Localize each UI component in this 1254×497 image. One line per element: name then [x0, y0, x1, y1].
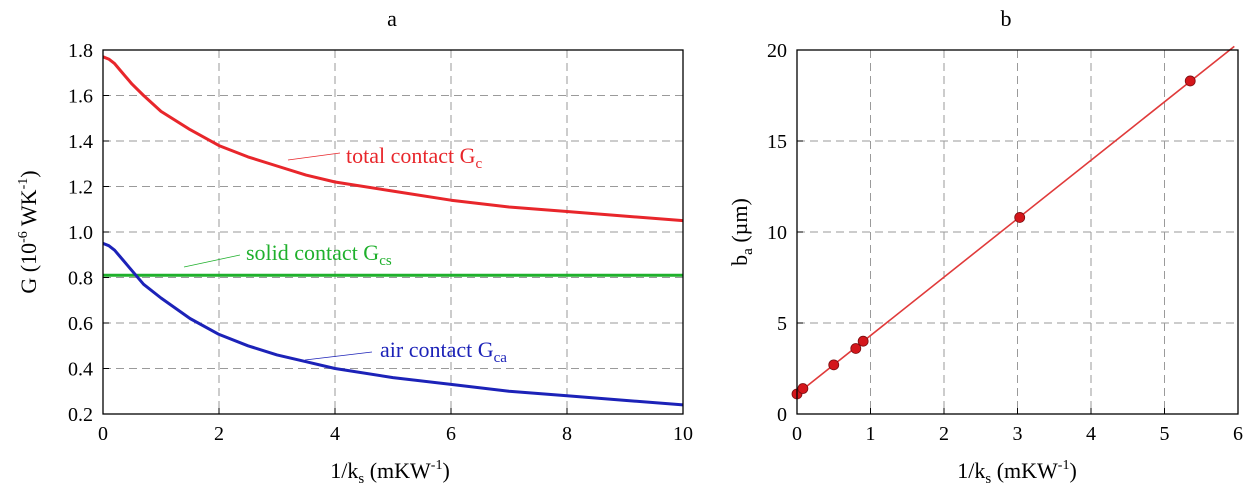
y-tick-label: 0.2: [68, 404, 93, 426]
y-tick-label: 5: [777, 313, 787, 335]
panel-a-title: a: [387, 6, 397, 31]
data-point: [850, 343, 862, 354]
data-point: [828, 359, 840, 371]
air-contact-label: air contact Gca: [380, 337, 507, 366]
y-tick-label: 0.8: [68, 268, 93, 290]
panel-a-annotations: total contact Gc solid contact Gcs air c…: [183, 143, 507, 366]
y-tick-label: 0.4: [68, 359, 93, 381]
panel-b-xlabel: 1/ks (mKW-1): [957, 458, 1077, 487]
air-contact-leader: [304, 351, 373, 361]
y-tick-label: 1.2: [68, 177, 93, 199]
panel-a: a 0 2 4 6 8 10 0.2 0.4 0.6 0.8 1.0 1.2 1.4 1.6 1.8 tot…: [16, 6, 693, 487]
x-tick-label: 6: [446, 423, 456, 445]
data-point: [797, 383, 809, 394]
panel-a-xlabel: 1/ks (mKW-1): [330, 458, 450, 487]
x-tick-label: 2: [939, 423, 949, 445]
y-tick-label: 0.6: [68, 313, 93, 335]
total-contact-label: total contact Gc: [346, 143, 483, 172]
panel-b-title: b: [1001, 6, 1012, 31]
total-contact-leader: [287, 152, 341, 161]
solid-contact-label: solid contact Gcs: [246, 240, 392, 269]
x-tick-label: 0: [98, 423, 108, 445]
y-tick-label: 0: [777, 404, 787, 426]
data-point: [1014, 212, 1026, 223]
x-tick-label: 5: [1160, 423, 1170, 445]
x-tick-label: 2: [214, 423, 224, 445]
y-tick-label: 1.8: [68, 40, 93, 62]
x-tick-label: 4: [330, 423, 340, 445]
panel-a-ticks: 0 2 4 6 8 10 0.2 0.4 0.6 0.8 1.0 1.2 1.4 1.6 1.8: [68, 40, 693, 445]
y-tick-label: 20: [767, 40, 787, 62]
panel-b: b 0 1 2 3 4 5 6 0 5 10 15 20 1/ks (mKW-1) ba (µm): [727, 6, 1243, 487]
panel-a-ylabel: G (10-6 WK-1): [16, 170, 41, 293]
x-tick-label: 8: [562, 423, 572, 445]
data-point: [1184, 75, 1196, 87]
x-tick-label: 4: [1086, 423, 1096, 445]
x-tick-label: 6: [1233, 423, 1243, 445]
x-tick-label: 10: [673, 423, 693, 445]
x-tick-label: 1: [866, 423, 876, 445]
panel-a-series: [102, 55, 684, 407]
x-tick-label: 3: [1013, 423, 1023, 445]
solid-contact-leader: [183, 254, 241, 268]
x-tick-label: 0: [792, 423, 802, 445]
y-tick-label: 1.0: [68, 222, 93, 244]
y-tick-label: 10: [767, 222, 787, 244]
panel-b-ylabel: ba (µm): [727, 198, 756, 266]
panel-b-ticks: 0 1 2 3 4 5 6 0 5 10 15 20: [767, 40, 1243, 445]
air-contact-line: [102, 242, 684, 407]
y-tick-label: 15: [767, 131, 787, 153]
y-tick-label: 1.4: [68, 131, 93, 153]
total-contact-line: [102, 55, 684, 223]
data-point: [857, 335, 869, 347]
panel-a-grid: [103, 50, 683, 414]
panel-b-series: [791, 45, 1235, 400]
y-tick-label: 1.6: [68, 86, 93, 108]
panel-b-grid: [797, 50, 1238, 414]
